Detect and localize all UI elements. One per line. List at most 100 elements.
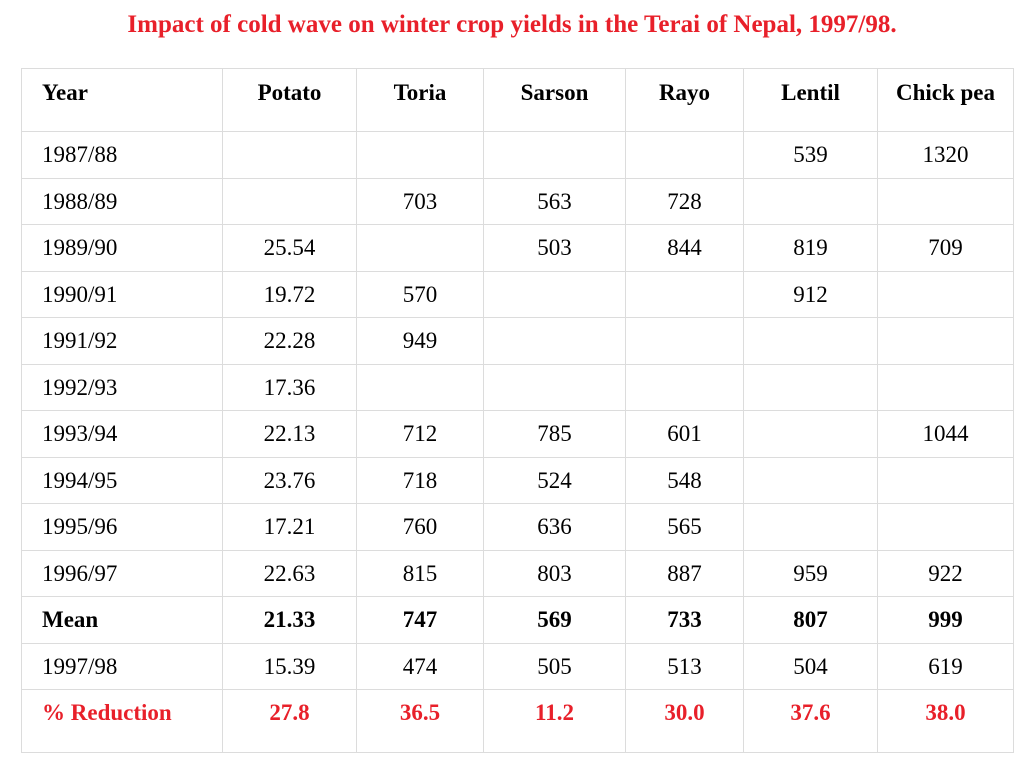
rayo-cell: 844	[625, 224, 744, 272]
toria-cell: 703	[356, 177, 484, 225]
table-row: 1993/94 22.13 712 785 601 1044	[21, 410, 1014, 458]
year-cell: 1996/97	[21, 549, 223, 597]
reduction-row: % Reduction 27.8 36.5 11.2 30.0 37.6 38.…	[21, 689, 1014, 753]
sarson-cell	[483, 131, 626, 179]
rayo-cell: 601	[625, 410, 744, 458]
lentil-cell	[743, 410, 878, 458]
chickpea-cell: 619	[877, 642, 1014, 690]
sarson-cell: 569	[483, 596, 626, 644]
table-row: 1989/90 25.54 503 844 819 709	[21, 224, 1014, 272]
table-row: 1994/95 23.76 718 524 548	[21, 456, 1014, 504]
table-row: 1995/96 17.21 760 636 565	[21, 503, 1014, 551]
year-cell: 1997/98	[21, 642, 223, 690]
potato-cell: 27.8	[222, 689, 357, 753]
potato-cell: 22.28	[222, 317, 357, 365]
table-row: 1991/92 22.28 949	[21, 317, 1014, 365]
rayo-cell	[625, 131, 744, 179]
chickpea-cell: 999	[877, 596, 1014, 644]
year-cell: 1991/92	[21, 317, 223, 365]
chickpea-cell: 1320	[877, 131, 1014, 179]
chickpea-cell: 709	[877, 224, 1014, 272]
lentil-cell	[743, 503, 878, 551]
table-row: 1996/97 22.63 815 803 887 959 922	[21, 549, 1014, 597]
sarson-cell: 505	[483, 642, 626, 690]
sarson-cell: 524	[483, 456, 626, 504]
year-cell: 1994/95	[21, 456, 223, 504]
lentil-cell	[743, 456, 878, 504]
column-header-sarson: Sarson	[483, 68, 626, 132]
column-header-chickpea: Chick pea	[877, 68, 1014, 132]
crop-yields-table: Year Potato Toria Sarson Rayo Lentil Chi…	[21, 68, 1014, 753]
chickpea-cell: 38.0	[877, 689, 1014, 753]
column-header-lentil: Lentil	[743, 68, 878, 132]
lentil-cell	[743, 317, 878, 365]
toria-cell: 718	[356, 456, 484, 504]
table-row: 1992/93 17.36	[21, 363, 1014, 411]
toria-cell	[356, 363, 484, 411]
rayo-cell	[625, 317, 744, 365]
sarson-cell: 785	[483, 410, 626, 458]
lentil-cell: 807	[743, 596, 878, 644]
potato-cell: 15.39	[222, 642, 357, 690]
toria-cell: 747	[356, 596, 484, 644]
potato-cell	[222, 177, 357, 225]
toria-cell: 474	[356, 642, 484, 690]
toria-cell: 760	[356, 503, 484, 551]
table-row: 1987/88 539 1320	[21, 131, 1014, 179]
table-row: 1990/91 19.72 570 912	[21, 270, 1014, 318]
sarson-cell: 563	[483, 177, 626, 225]
rayo-cell: 513	[625, 642, 744, 690]
potato-cell: 19.72	[222, 270, 357, 318]
chickpea-cell	[877, 270, 1014, 318]
potato-cell: 22.63	[222, 549, 357, 597]
sarson-cell	[483, 317, 626, 365]
potato-cell	[222, 131, 357, 179]
lentil-cell	[743, 363, 878, 411]
lentil-cell: 819	[743, 224, 878, 272]
lentil-cell: 37.6	[743, 689, 878, 753]
sarson-cell: 636	[483, 503, 626, 551]
column-header-rayo: Rayo	[625, 68, 744, 132]
toria-cell: 570	[356, 270, 484, 318]
lentil-cell: 959	[743, 549, 878, 597]
potato-cell: 23.76	[222, 456, 357, 504]
year-cell: 1992/93	[21, 363, 223, 411]
sarson-cell: 11.2	[483, 689, 626, 753]
chickpea-cell	[877, 456, 1014, 504]
toria-cell: 36.5	[356, 689, 484, 753]
year-cell: 1990/91	[21, 270, 223, 318]
column-header-toria: Toria	[356, 68, 484, 132]
year-cell: 1988/89	[21, 177, 223, 225]
table-row: 1997/98 15.39 474 505 513 504 619	[21, 642, 1014, 690]
toria-cell: 949	[356, 317, 484, 365]
table-row: 1988/89 703 563 728	[21, 177, 1014, 225]
toria-cell	[356, 224, 484, 272]
year-cell: 1987/88	[21, 131, 223, 179]
page-title: Impact of cold wave on winter crop yield…	[127, 11, 897, 38]
rayo-cell: 30.0	[625, 689, 744, 753]
rayo-cell	[625, 270, 744, 318]
mean-label: Mean	[21, 596, 223, 644]
sarson-cell: 503	[483, 224, 626, 272]
potato-cell: 25.54	[222, 224, 357, 272]
chickpea-cell	[877, 317, 1014, 365]
table-header-row: Year Potato Toria Sarson Rayo Lentil Chi…	[21, 68, 1014, 132]
column-header-potato: Potato	[222, 68, 357, 132]
rayo-cell: 565	[625, 503, 744, 551]
rayo-cell: 733	[625, 596, 744, 644]
mean-row: Mean 21.33 747 569 733 807 999	[21, 596, 1014, 644]
sarson-cell: 803	[483, 549, 626, 597]
lentil-cell	[743, 177, 878, 225]
potato-cell: 22.13	[222, 410, 357, 458]
rayo-cell: 887	[625, 549, 744, 597]
toria-cell: 815	[356, 549, 484, 597]
rayo-cell	[625, 363, 744, 411]
sarson-cell	[483, 363, 626, 411]
toria-cell	[356, 131, 484, 179]
column-header-year: Year	[21, 68, 223, 132]
year-cell: 1993/94	[21, 410, 223, 458]
year-cell: 1995/96	[21, 503, 223, 551]
chickpea-cell: 922	[877, 549, 1014, 597]
rayo-cell: 548	[625, 456, 744, 504]
toria-cell: 712	[356, 410, 484, 458]
